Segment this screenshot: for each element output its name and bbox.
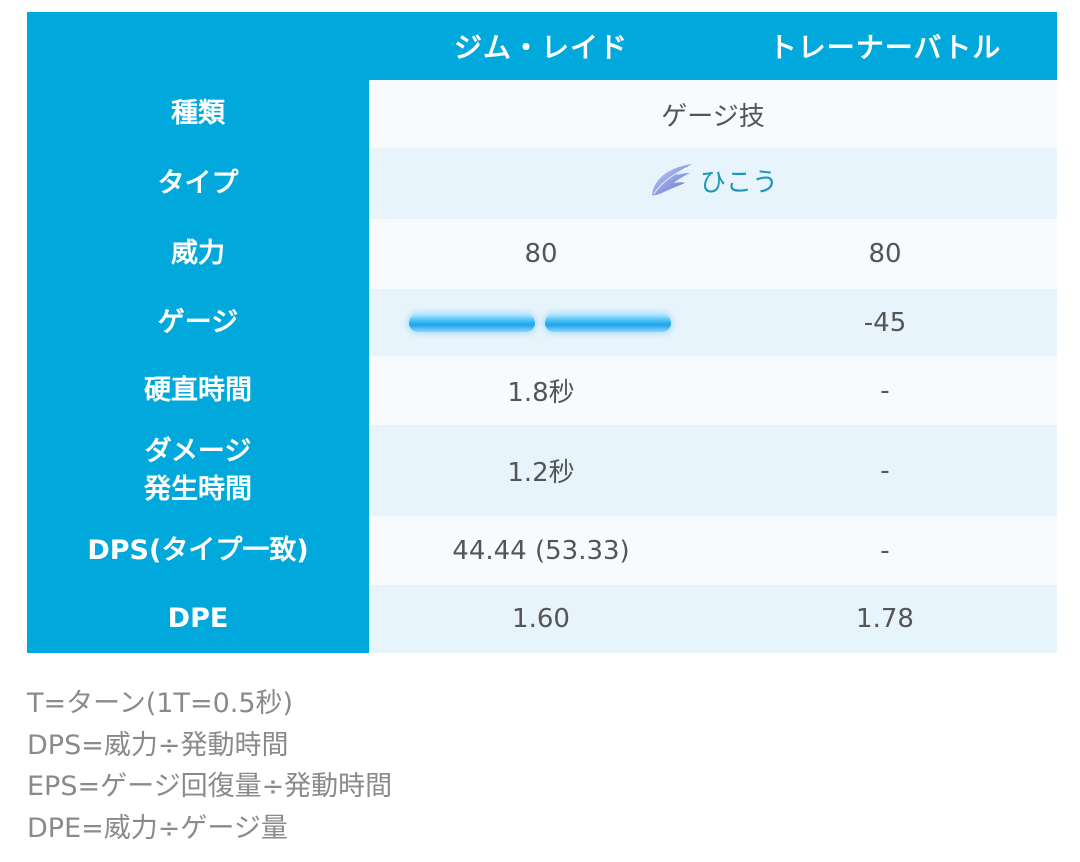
table-header-row: ジム・レイド トレーナーバトル — [27, 12, 1057, 80]
gauge-raid — [369, 289, 713, 356]
row-dps: DPS(タイプ一致) 44.44 (53.33) - — [27, 516, 1057, 585]
row-label-damage-window: ダメージ 発生時間 — [27, 425, 369, 516]
gauge-segment — [545, 313, 671, 332]
dps-pvp: - — [713, 516, 1057, 585]
row-label-stiffness: 硬直時間 — [27, 356, 369, 425]
gauge-bar — [369, 313, 713, 332]
header-corner — [27, 12, 369, 80]
dpe-pvp: 1.78 — [713, 585, 1057, 653]
damage-window-raid: 1.2秒 — [369, 425, 713, 516]
note-turn: T=ターン(1T=0.5秒) — [27, 688, 294, 719]
note-eps: EPS=ゲージ回復量÷発動時間 — [27, 771, 393, 802]
header-trainer-battle: トレーナーバトル — [713, 12, 1057, 80]
header-gym-raid: ジム・レイド — [369, 12, 713, 80]
wing-icon — [651, 164, 692, 196]
type-name: ひこう — [699, 167, 778, 198]
note-dpe: DPE=威力÷ゲージ量 — [27, 812, 288, 844]
row-dpe: DPE 1.60 1.78 — [27, 585, 1057, 653]
row-damage-window: ダメージ 発生時間 1.2秒 - — [27, 425, 1057, 516]
kind-value: ゲージ技 — [369, 80, 1057, 148]
row-label-damage-line2: 発生時間 — [144, 473, 252, 505]
stiffness-pvp: - — [713, 356, 1057, 425]
row-label-gauge: ゲージ — [27, 289, 369, 356]
note-dps: DPS=威力÷発動時間 — [27, 729, 289, 761]
gauge-pvp: -45 — [713, 289, 1057, 356]
row-stiffness: 硬直時間 1.8秒 - — [27, 356, 1057, 425]
row-power: 威力 80 80 — [27, 219, 1057, 289]
row-label-power: 威力 — [27, 219, 369, 289]
row-kind: 種類 ゲージ技 — [27, 80, 1057, 148]
dpe-raid: 1.60 — [369, 585, 713, 653]
row-label-dpe: DPE — [27, 585, 369, 653]
move-stats-table: ジム・レイド トレーナーバトル 種類 ゲージ技 タイプ — [27, 12, 1057, 653]
type-value-cell: ひこう — [369, 148, 1057, 219]
dps-raid: 44.44 (53.33) — [369, 516, 713, 585]
row-label-dps: DPS(タイプ一致) — [27, 516, 369, 585]
gauge-segment — [409, 313, 535, 332]
row-label-damage-line1: ダメージ — [144, 435, 252, 467]
row-gauge: ゲージ -45 — [27, 289, 1057, 356]
stiffness-raid: 1.8秒 — [369, 356, 713, 425]
power-raid: 80 — [369, 219, 713, 289]
row-label-kind: 種類 — [27, 80, 369, 148]
power-pvp: 80 — [713, 219, 1057, 289]
notes: T=ターン(1T=0.5秒) DPS=威力÷発動時間 EPS=ゲージ回復量÷発動… — [27, 683, 392, 849]
row-label-type: タイプ — [27, 148, 369, 219]
damage-window-pvp: - — [713, 425, 1057, 516]
row-type: タイプ ひこう — [27, 148, 1057, 219]
type-badge: ひこう — [648, 162, 778, 199]
